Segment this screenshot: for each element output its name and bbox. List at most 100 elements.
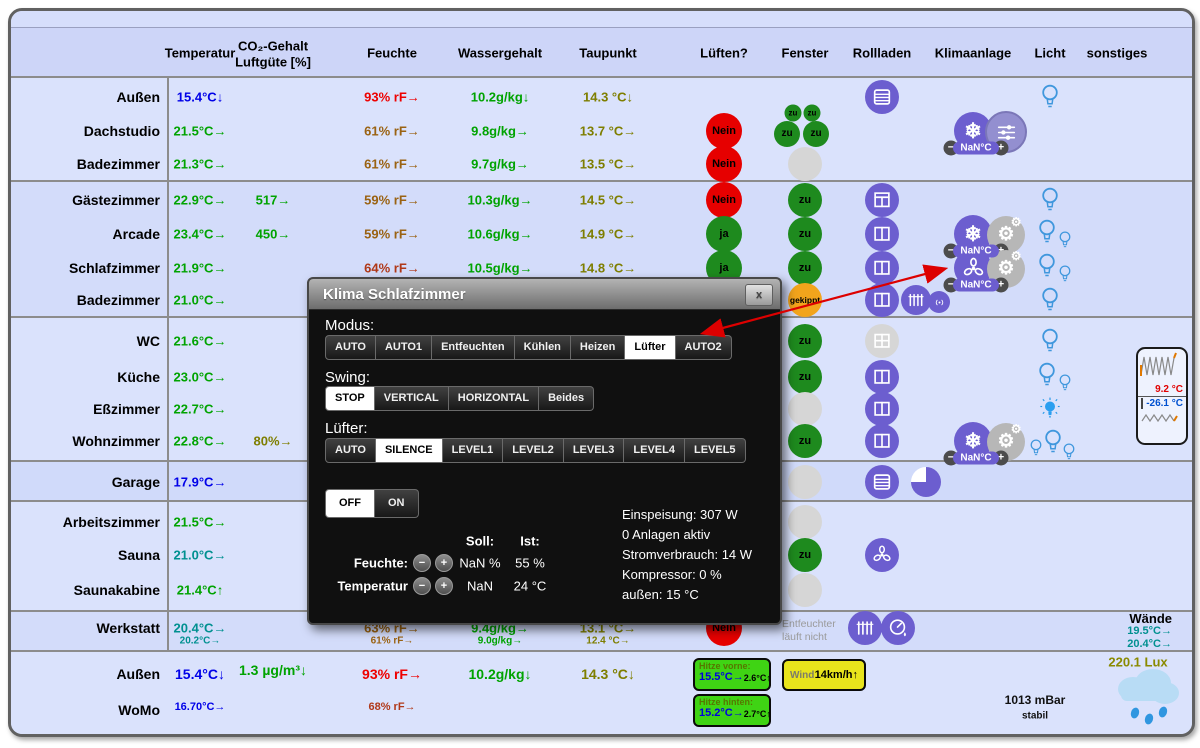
window2-button[interactable]	[865, 251, 899, 285]
setpoint-chip[interactable]: NaN°C	[953, 451, 999, 465]
fan-button-level1[interactable]: LEVEL1	[442, 438, 504, 463]
swing-button-beides[interactable]: Beides	[539, 386, 595, 411]
window-status: zu	[803, 104, 821, 122]
setpoint-chip[interactable]: NaN°C	[953, 141, 999, 155]
column-header: Klimaanlage	[934, 45, 1012, 61]
swing-label: Swing:	[325, 369, 371, 386]
plus-button[interactable]: +	[435, 554, 453, 572]
window-status: zu	[788, 324, 822, 358]
snowflake-icon: ❄	[964, 119, 982, 143]
swing-button-horizontal[interactable]: HORIZONTAL	[448, 386, 540, 411]
light-bulb-button[interactable]	[1058, 265, 1072, 284]
light-bulb-button[interactable]	[1037, 253, 1057, 280]
bulb-icon	[1059, 231, 1071, 248]
setpoint-chip[interactable]: NaN°C	[953, 278, 999, 292]
vent-status: ja	[706, 216, 742, 252]
light-bulb-button[interactable]	[1062, 443, 1076, 462]
setpoint-chip[interactable]: NaN°C	[953, 244, 999, 258]
walls-widget: Wände 19.5°C→ 20.4°C→	[1092, 612, 1172, 651]
windowT-button[interactable]	[865, 183, 899, 217]
dew-value: 14.8 °C→	[579, 260, 637, 276]
light-bulb-button[interactable]	[1037, 362, 1057, 389]
ist-value: 55 %	[515, 555, 545, 571]
plus-button[interactable]: +	[435, 577, 453, 595]
co2-value: 1.3 µg/m³↓	[239, 662, 307, 678]
divider	[11, 27, 1192, 28]
temp-value: 22.9°C→	[173, 192, 227, 208]
modus-button-auto2[interactable]: AUTO2	[675, 335, 732, 360]
modus-button-k-hlen[interactable]: Kühlen	[514, 335, 571, 360]
window4-button[interactable]	[865, 324, 899, 358]
chart-sparkline-icon	[1141, 413, 1178, 423]
light-bulb-button[interactable]	[1058, 231, 1072, 250]
window2-button[interactable]	[865, 424, 899, 458]
bulb-icon	[1039, 219, 1055, 243]
modus-button-heizen[interactable]: Heizen	[570, 335, 626, 360]
minus-button[interactable]: −	[413, 554, 431, 572]
window-icon	[874, 260, 890, 275]
header-row	[11, 28, 1192, 77]
soll-value: NaN	[466, 578, 494, 594]
modus-button-l-fter[interactable]: Lüfter	[625, 335, 676, 360]
light-bulb-button[interactable]	[1043, 429, 1063, 456]
swing-button-vertical[interactable]: VERTICAL	[374, 386, 449, 411]
column-header: Temperatur	[164, 45, 236, 61]
sound-button[interactable]	[928, 291, 950, 313]
power-button-on[interactable]: ON	[375, 489, 419, 518]
fan-icon	[873, 545, 891, 562]
climate-dialog: Klima Schlafzimmer x Modus: AUTO AUTO1 Ent…	[307, 277, 782, 625]
fan-button-level2[interactable]: LEVEL2	[503, 438, 564, 463]
window-status	[788, 392, 822, 426]
window2-button[interactable]	[865, 217, 899, 251]
window-status: zu	[784, 104, 802, 122]
window-icon	[874, 433, 890, 448]
power-button-off[interactable]: OFF	[325, 489, 375, 518]
stat-line: Einspeisung: 307 W	[622, 507, 738, 522]
light-bulb-button[interactable]	[1029, 439, 1043, 458]
modus-button-auto1[interactable]: AUTO1	[375, 335, 433, 360]
column-header: Licht	[1034, 45, 1066, 61]
gauge-button[interactable]	[881, 611, 915, 645]
light-bulb-button[interactable]	[1037, 219, 1057, 246]
swing-button-stop[interactable]: STOP	[325, 386, 375, 411]
column-header: Lüften?	[700, 45, 748, 61]
light-bulb-button[interactable]	[1040, 84, 1060, 111]
soll-header: Soll:	[465, 533, 495, 549]
light-bulb-button[interactable]	[1040, 328, 1060, 355]
fan-button-level3[interactable]: LEVEL3	[563, 438, 625, 463]
window2-button[interactable]	[865, 392, 899, 426]
pressure-value: 1013 mBar	[1004, 693, 1066, 707]
hum-value: 59% rF→	[364, 192, 420, 208]
room-label: Küche	[117, 369, 160, 385]
radiator-button[interactable]	[848, 611, 882, 645]
window2-button[interactable]	[865, 283, 899, 317]
light-bulb-button[interactable]	[1040, 187, 1060, 214]
room-label: Wohnzimmer	[72, 433, 160, 449]
bulb-icon	[1039, 253, 1055, 277]
fan-button[interactable]	[865, 538, 899, 572]
pie-chart-button[interactable]	[911, 467, 941, 497]
heat-back-temp: 15.2°C→	[699, 707, 744, 719]
dialog-title-text: Klima Schlafzimmer	[323, 285, 466, 303]
fan-button-auto[interactable]: AUTO	[325, 438, 376, 463]
window2-button[interactable]	[865, 360, 899, 394]
window-icon	[874, 192, 890, 208]
radiator-button[interactable]	[901, 285, 931, 315]
modus-button-entfeuchten[interactable]: Entfeuchten	[432, 335, 515, 360]
minus-button[interactable]: −	[413, 577, 431, 595]
walls-temp-2: 20.4°C→	[1127, 638, 1172, 650]
window-status: zu	[803, 121, 829, 147]
light-bulb-button[interactable]	[1058, 374, 1072, 393]
room-label: WoMo	[118, 702, 160, 718]
slats-button[interactable]	[865, 465, 899, 499]
fan-button-silence[interactable]: SILENCE	[375, 438, 443, 463]
fan-button-level4[interactable]: LEVEL4	[624, 438, 685, 463]
slats-button[interactable]	[865, 80, 899, 114]
room-label: Dachstudio	[83, 123, 160, 139]
modus-button-auto[interactable]: AUTO	[325, 335, 376, 360]
light-bulb-button[interactable]	[1040, 396, 1060, 423]
dialog-close-button[interactable]: x	[745, 284, 773, 306]
column-header: sonstiges	[1086, 45, 1148, 61]
light-bulb-button[interactable]	[1040, 287, 1060, 314]
fan-button-level5[interactable]: LEVEL5	[684, 438, 746, 463]
